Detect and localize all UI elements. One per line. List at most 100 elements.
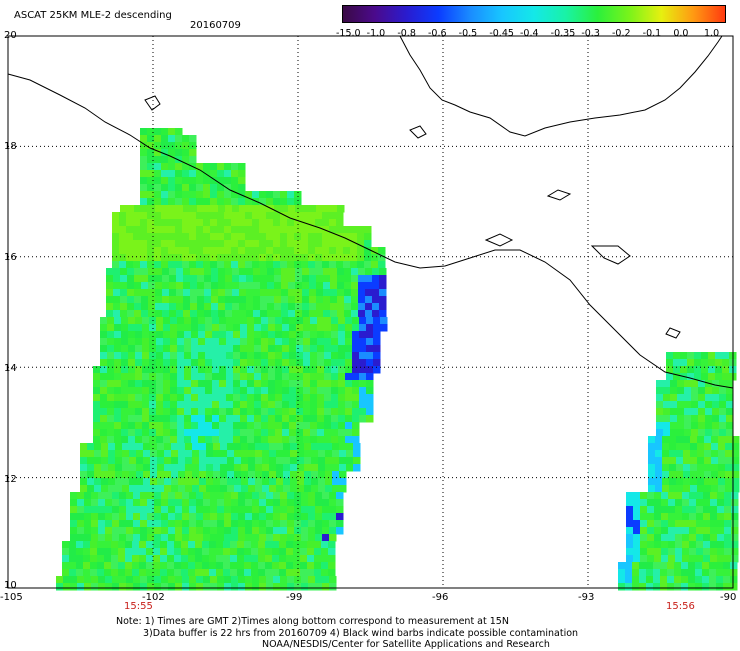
wind-cell (366, 387, 374, 395)
wind-cell (101, 464, 109, 472)
wind-cell (143, 485, 151, 493)
wind-cell (336, 499, 344, 507)
wind-cell (189, 156, 197, 164)
wind-cell (101, 485, 109, 493)
wind-cell (701, 352, 709, 360)
wind-cell (100, 324, 108, 332)
wind-cell (121, 380, 129, 388)
wind-cell (224, 506, 232, 514)
wind-cell (184, 415, 192, 423)
wind-cell (212, 429, 220, 437)
wind-cell (148, 275, 156, 283)
wind-cell (712, 394, 720, 402)
wind-cell (112, 212, 120, 220)
wind-cell (261, 352, 269, 360)
wind-cell (240, 373, 248, 381)
wind-cell (345, 352, 353, 360)
wind-cell (100, 380, 108, 388)
wind-cell (345, 380, 353, 388)
wind-cell (135, 324, 143, 332)
wind-cell (647, 541, 655, 549)
wind-cell (112, 534, 120, 542)
wind-cell (127, 268, 135, 276)
wind-cell (148, 282, 156, 290)
wind-cell (227, 478, 235, 486)
wind-cell (114, 436, 122, 444)
wind-cell (267, 296, 275, 304)
wind-cell (108, 450, 116, 458)
wind-cell (259, 576, 267, 584)
wind-cell (366, 317, 374, 325)
wind-cell (318, 471, 326, 479)
wind-cell (719, 415, 727, 423)
wind-cell (703, 492, 711, 500)
swath-left (56, 128, 388, 591)
wind-cell (170, 387, 178, 395)
wind-cell (286, 569, 294, 577)
wind-cell (267, 289, 275, 297)
wind-cell (682, 513, 690, 521)
wind-cell (726, 387, 734, 395)
wind-cell (113, 310, 121, 318)
wind-cell (248, 485, 256, 493)
wind-cell (150, 443, 158, 451)
wind-cell (237, 569, 245, 577)
wind-cell (125, 541, 133, 549)
wind-cell (149, 408, 157, 416)
colorbar-label: -0.8 (397, 28, 416, 39)
wind-cell (177, 380, 185, 388)
wind-cell (351, 303, 359, 311)
wind-cell (289, 352, 297, 360)
wind-cell (332, 471, 340, 479)
wind-cell (84, 499, 92, 507)
wind-cell (156, 359, 164, 367)
wind-cell (147, 128, 155, 136)
wind-cell (241, 457, 249, 465)
wind-cell (258, 562, 266, 570)
wind-cell (87, 471, 95, 479)
wind-cell (694, 366, 702, 374)
wind-cell (268, 338, 276, 346)
wind-cell (80, 450, 88, 458)
wind-cell (119, 219, 127, 227)
wind-cell (252, 240, 260, 248)
wind-cell (217, 583, 225, 591)
wind-cell (254, 408, 262, 416)
wind-cell (282, 380, 290, 388)
wind-cell (168, 177, 176, 185)
wind-cell (373, 366, 381, 374)
wind-cell (198, 366, 206, 374)
wind-cell (154, 219, 162, 227)
wind-cell (688, 569, 696, 577)
wind-cell (168, 128, 176, 136)
wind-cell (338, 415, 346, 423)
wind-cell (84, 506, 92, 514)
wind-cell (691, 394, 699, 402)
wind-cell (226, 415, 234, 423)
wind-cell (329, 520, 337, 528)
wind-cell (198, 338, 206, 346)
wind-cell (244, 562, 252, 570)
wind-cell (230, 548, 238, 556)
wind-cell (182, 212, 190, 220)
wind-cell (303, 373, 311, 381)
wind-cell (204, 275, 212, 283)
coastline (7, 35, 734, 389)
wind-cell (247, 366, 255, 374)
wind-cell (663, 408, 671, 416)
wind-cell (647, 548, 655, 556)
wind-cell (77, 527, 85, 535)
wind-cell (332, 457, 340, 465)
wind-cell (203, 170, 211, 178)
wind-cell (231, 254, 239, 262)
wind-cell (261, 436, 269, 444)
wind-cell (100, 359, 108, 367)
wind-cell (677, 415, 685, 423)
wind-cell (273, 583, 281, 591)
wind-cell (345, 366, 353, 374)
wind-cell (703, 527, 711, 535)
wind-cell (668, 492, 676, 500)
wind-cell (322, 499, 330, 507)
wind-cell (168, 170, 176, 178)
wind-cell (309, 289, 317, 297)
